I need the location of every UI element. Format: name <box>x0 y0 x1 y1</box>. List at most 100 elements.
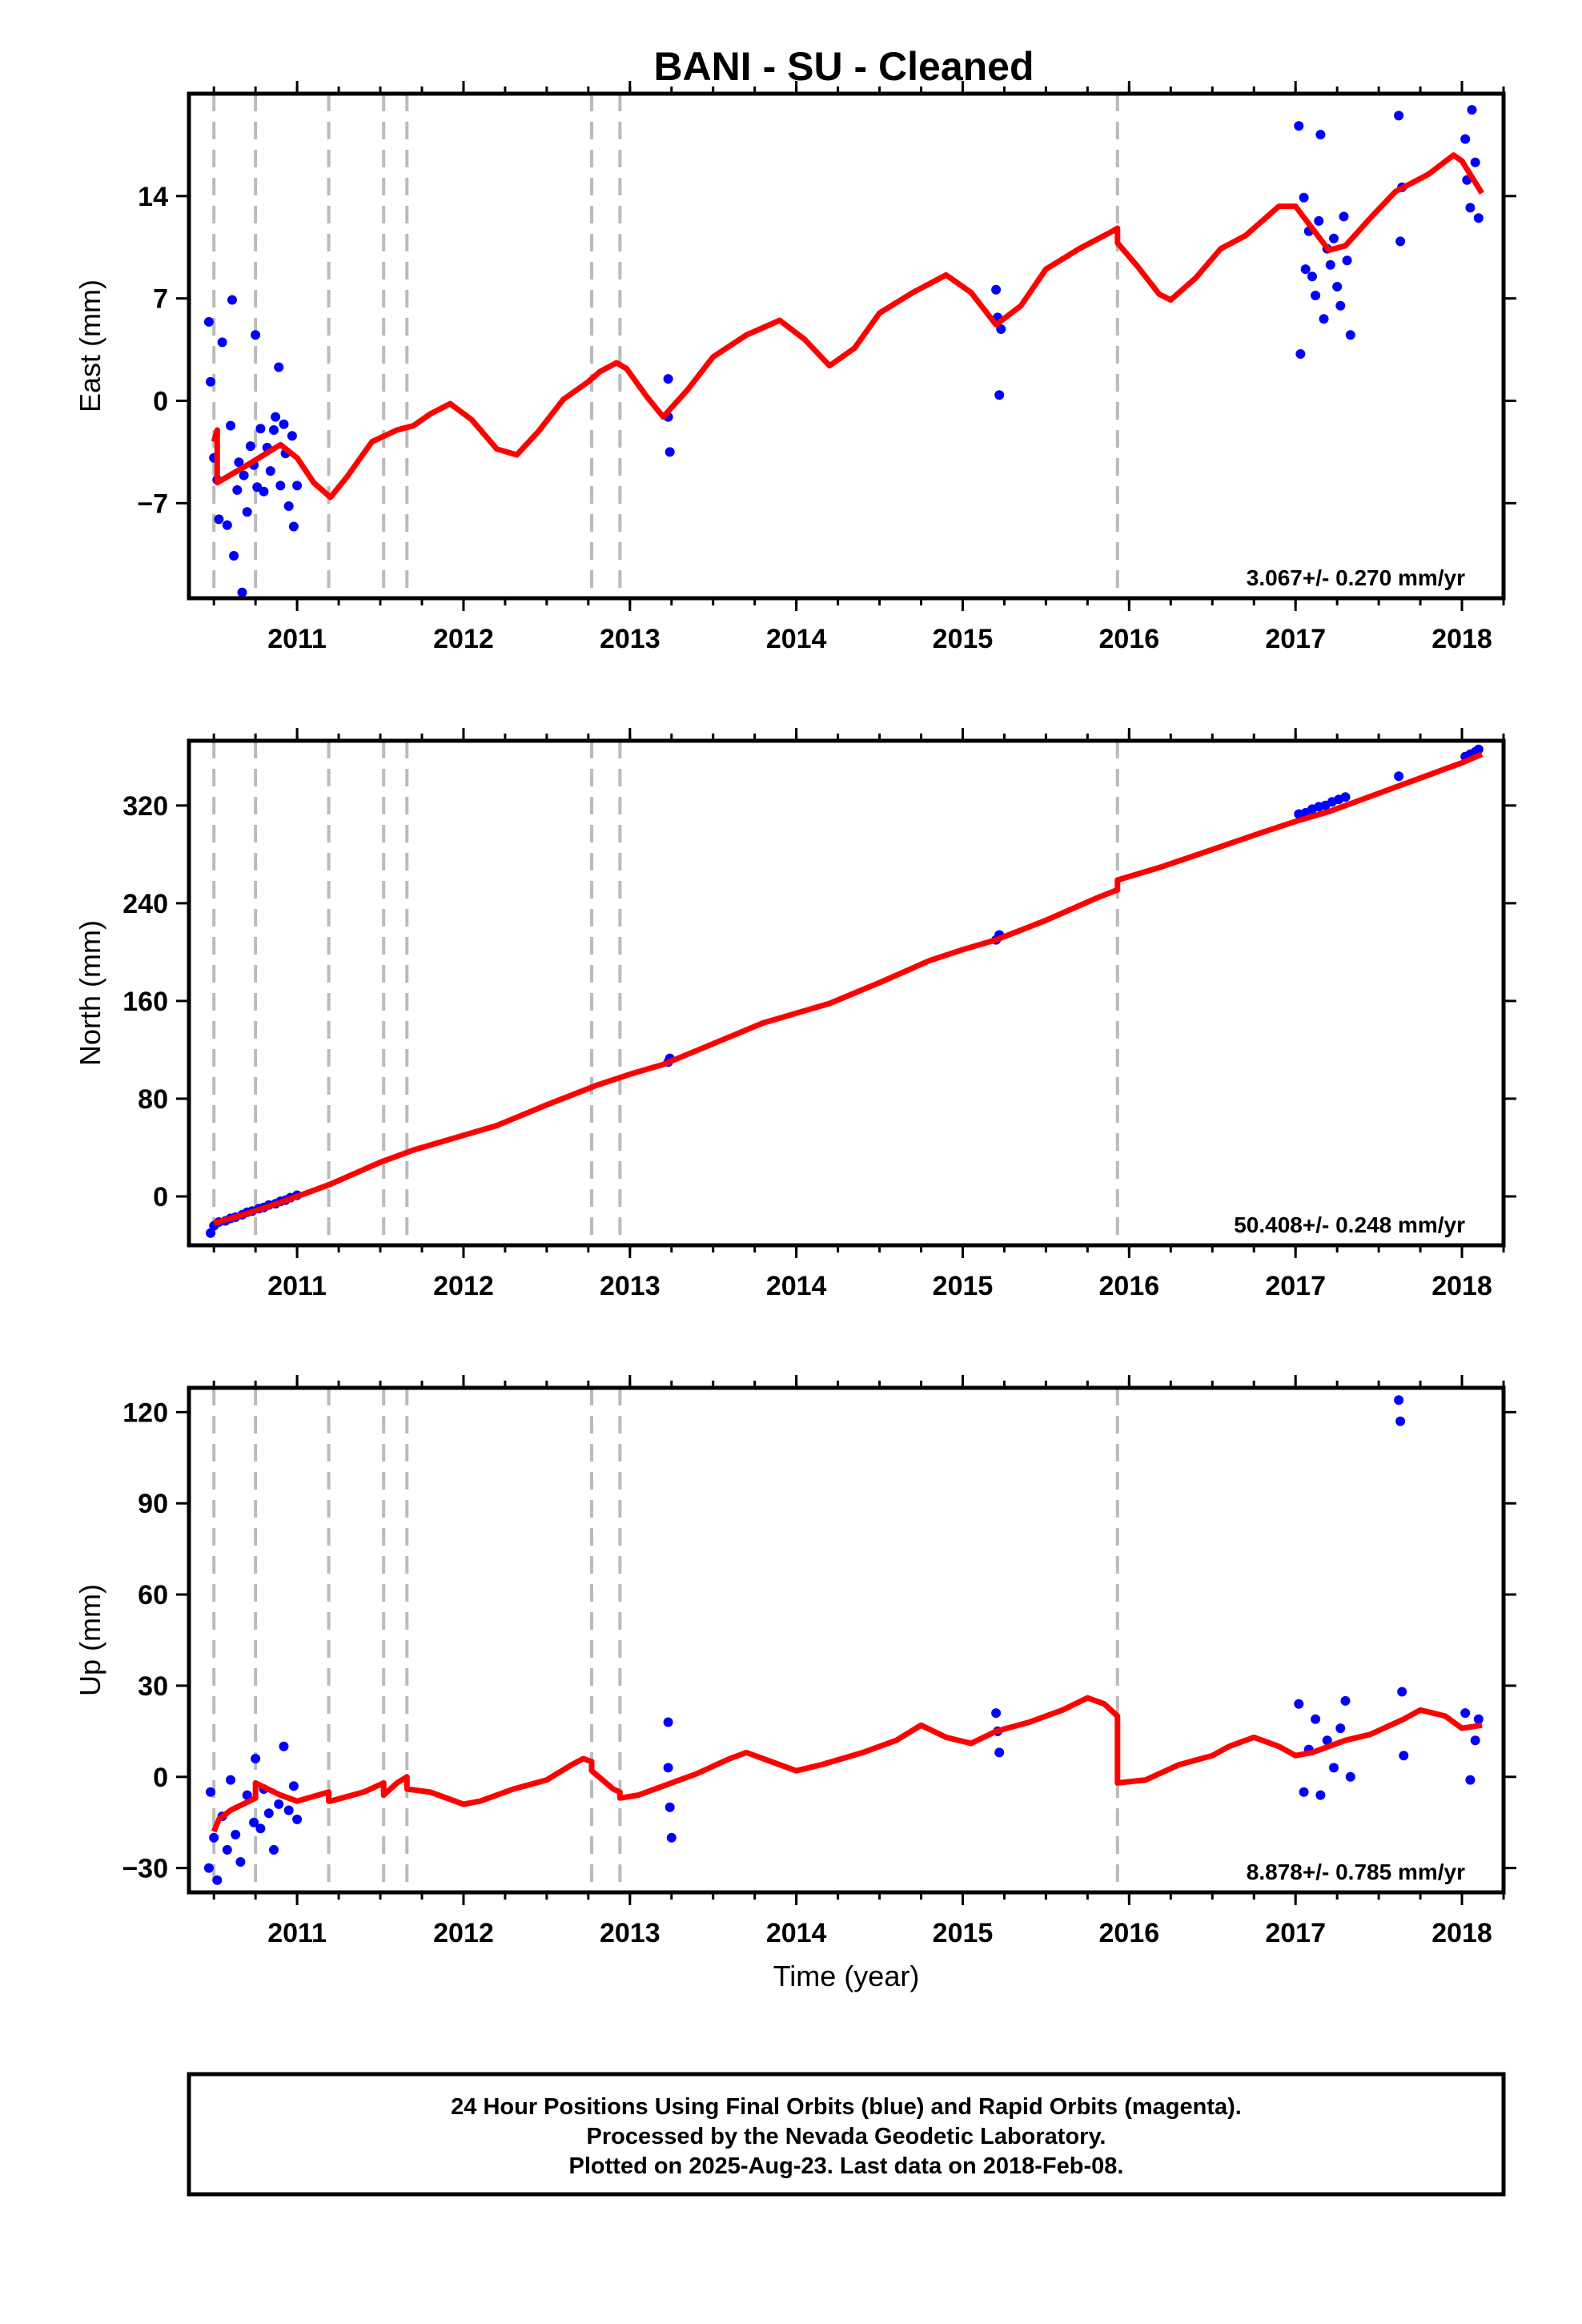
data-point <box>1345 330 1355 340</box>
y-tick-label: 320 <box>122 791 168 822</box>
x-tick-label: 2014 <box>766 1271 827 1301</box>
x-tick-label: 2016 <box>1099 1918 1160 1948</box>
x-tick-label: 2013 <box>600 624 661 654</box>
data-point <box>229 551 239 561</box>
y-tick-label: −7 <box>137 489 168 519</box>
data-point <box>212 1875 223 1885</box>
data-point <box>1314 215 1324 226</box>
data-point <box>203 1863 214 1873</box>
data-point <box>1339 211 1349 222</box>
data-point <box>994 1747 1005 1758</box>
footer-line-3: Plotted on 2025-Aug-23. Last data on 201… <box>569 2153 1124 2179</box>
y-axis-label: North (mm) <box>74 920 106 1066</box>
data-point <box>206 1787 215 1797</box>
x-axis-label: Time (year) <box>773 1960 920 1992</box>
data-point <box>222 520 232 530</box>
y-tick-label: 120 <box>122 1397 168 1428</box>
data-point <box>279 1741 289 1751</box>
data-point <box>226 1775 235 1785</box>
data-point <box>287 431 297 441</box>
data-point <box>245 441 255 452</box>
points-up <box>203 1395 1484 1885</box>
x-tick-label: 2014 <box>766 624 827 654</box>
panel-up: 2011 2012 2013 2014 2015 2016 2017 2018 −30 0 30 60… <box>74 1375 1516 1948</box>
x-tick-label: 2011 <box>267 1271 327 1301</box>
chart-title: BANI - SU - Cleaned <box>653 44 1034 89</box>
y-axis-label: Up (mm) <box>74 1584 106 1696</box>
data-point <box>255 1823 266 1834</box>
data-point <box>1395 1416 1406 1426</box>
data-point <box>222 1844 232 1855</box>
data-point <box>1295 349 1306 359</box>
x-tick-label: 2011 <box>267 624 327 654</box>
data-point <box>1299 1787 1309 1797</box>
data-point <box>288 521 299 532</box>
data-point <box>1329 233 1339 243</box>
data-point <box>665 1802 675 1812</box>
data-point <box>1315 130 1326 140</box>
y-tick-label: 80 <box>138 1084 168 1115</box>
data-point <box>265 466 275 476</box>
data-point <box>663 1717 673 1727</box>
data-point <box>232 485 243 495</box>
data-point <box>1473 1714 1484 1724</box>
data-point <box>255 424 266 434</box>
data-point <box>283 501 294 511</box>
data-point <box>1397 1687 1407 1697</box>
x-tick-label: 2012 <box>433 624 494 654</box>
data-point <box>269 1844 279 1855</box>
x-tick-label: 2016 <box>1099 1271 1160 1301</box>
data-point <box>1315 1790 1326 1800</box>
panel-east: 2011 2012 2013 2014 2015 2016 2017 2018 −7 0 7 14 Ea… <box>74 81 1516 654</box>
data-point <box>1460 1708 1471 1719</box>
x-tick-label: 2012 <box>433 1271 494 1301</box>
data-point <box>1399 1751 1409 1761</box>
x-tick-label: 2017 <box>1265 624 1326 654</box>
data-point <box>217 337 227 348</box>
data-point <box>288 1781 299 1791</box>
data-point <box>283 1805 294 1815</box>
rate-label: 3.067+/- 0.270 mm/yr <box>1247 565 1465 590</box>
data-point <box>1300 264 1311 275</box>
rate-label: 50.408+/- 0.248 mm/yr <box>1234 1212 1465 1237</box>
x-tick-label: 2011 <box>267 1918 327 1948</box>
data-point <box>1465 1775 1476 1785</box>
x-tick-label: 2018 <box>1431 1271 1492 1301</box>
data-point <box>242 1790 252 1800</box>
data-point <box>249 1817 259 1827</box>
data-point <box>1470 1735 1480 1746</box>
y-tick-label: 7 <box>153 284 168 315</box>
y-tick-label: 14 <box>138 182 168 212</box>
data-point <box>991 284 1002 295</box>
data-point <box>991 1708 1002 1719</box>
data-point <box>665 447 675 457</box>
data-point <box>994 390 1005 400</box>
data-point <box>1311 1714 1321 1724</box>
x-tick-label: 2015 <box>933 624 994 654</box>
y-tick-label: −30 <box>122 1854 168 1884</box>
x-tick-label: 2018 <box>1431 624 1492 654</box>
data-point <box>1473 213 1484 223</box>
x-tick-label: 2017 <box>1265 1271 1326 1301</box>
model-line-up <box>211 1695 1483 1833</box>
x-tick-label: 2012 <box>433 1918 494 1948</box>
data-point <box>235 1857 246 1867</box>
y-tick-label: 240 <box>122 889 168 919</box>
x-tick-label: 2013 <box>600 1271 661 1301</box>
x-tick-label: 2015 <box>933 1271 994 1301</box>
data-point <box>1342 255 1352 266</box>
y-tick-label: 0 <box>153 1182 168 1212</box>
data-point <box>237 587 247 597</box>
data-point <box>1329 1763 1339 1773</box>
footer-line-1: 24 Hour Positions Using Final Orbits (bl… <box>451 2094 1242 2120</box>
data-point <box>234 457 244 468</box>
panel-north: 2011 2012 2013 2014 2015 2016 2017 2018 0 80 160 24… <box>74 728 1516 1301</box>
plot-frame <box>187 91 1506 601</box>
data-point <box>227 295 237 305</box>
data-point <box>1307 271 1317 282</box>
panels: 2011 2012 2013 2014 2015 2016 2017 2018 −7 0 7 14 Ea… <box>74 81 1516 1948</box>
data-point <box>1299 192 1309 203</box>
footer-line-2: Processed by the Nevada Geodetic Laborat… <box>587 2124 1106 2149</box>
points-east <box>203 105 1484 597</box>
